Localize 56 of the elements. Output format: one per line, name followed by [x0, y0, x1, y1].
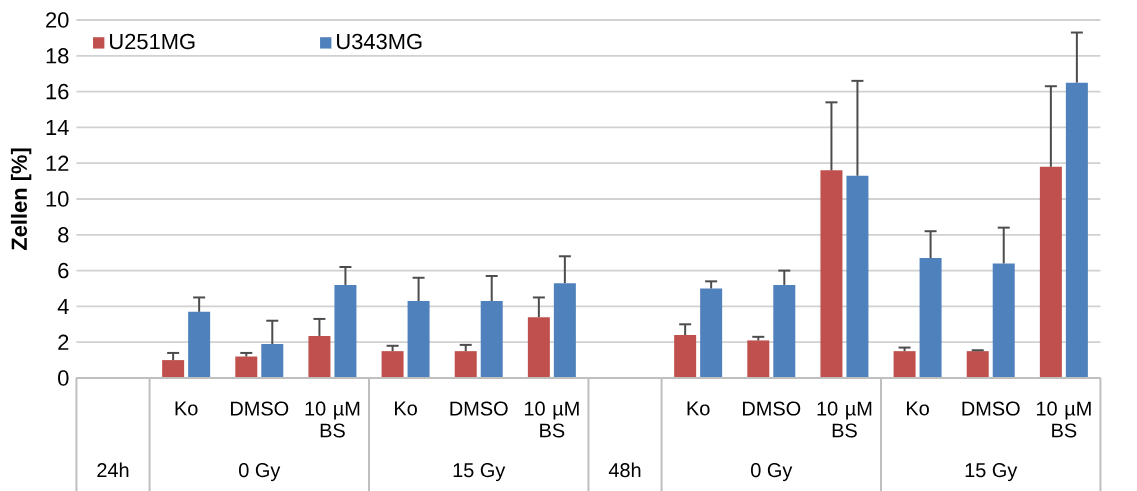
x-tick-label: Ko [395, 401, 417, 416]
legend-label: U343MG [337, 33, 422, 50]
bar [235, 356, 258, 378]
bar [773, 284, 796, 378]
text: 0 Gy [239, 463, 281, 482]
text: 0 Gy [751, 463, 793, 482]
y-tick-label: 0 [58, 370, 69, 386]
bar [1039, 166, 1062, 378]
bar [820, 170, 843, 378]
bar [407, 301, 430, 378]
bar [553, 283, 576, 378]
bar [846, 175, 869, 378]
y-axis-title: Zellen [%] [10, 148, 32, 251]
bar [992, 263, 1015, 378]
bar [480, 301, 503, 378]
bar [700, 288, 723, 378]
x-tick-label: DMSO [231, 401, 289, 416]
legend-label: U251MG [110, 33, 195, 50]
bar [162, 360, 185, 378]
bar [893, 351, 916, 378]
bar [1065, 82, 1088, 378]
y-tick-label: 14 [46, 119, 69, 135]
bar [308, 335, 331, 378]
y-tick-label: 12 [46, 155, 69, 171]
text: 48h [608, 462, 641, 478]
x-tick-label: DMSO [962, 401, 1020, 416]
x-tick-label: 10 µM BS [524, 401, 579, 438]
text: 24h [97, 462, 129, 477]
bar [527, 317, 550, 378]
bar [334, 284, 357, 378]
y-tick-label: 18 [46, 48, 69, 64]
x-tick-label: Ko [687, 401, 710, 416]
bar [381, 351, 404, 378]
bar [674, 335, 697, 378]
x-tick-label: DMSO [450, 401, 508, 416]
text: 15 Gy [453, 463, 506, 482]
bar [747, 340, 770, 378]
y-tick-label: 10 [46, 191, 69, 207]
bar [919, 258, 942, 378]
y-tick-label: 6 [58, 262, 69, 279]
y-tick-label: 20 [46, 12, 69, 28]
x-tick-label: DMSO [743, 401, 801, 416]
y-tick-label: 16 [46, 83, 69, 100]
text: 15 Gy [965, 463, 1018, 482]
x-tick-label: Ko [907, 401, 929, 416]
x-tick-label: Ko [175, 401, 198, 416]
bar [966, 351, 989, 378]
x-tick-label: 10 µM BS [305, 401, 360, 438]
bar [188, 311, 211, 378]
y-tick-label: 8 [58, 227, 69, 243]
y-tick-label: 2 [58, 334, 69, 350]
x-tick-label: 10 µM BS [817, 401, 872, 438]
x-tick-label: 10 µM BS [1036, 401, 1091, 438]
y-tick-label: 4 [57, 298, 69, 314]
bar [261, 343, 284, 378]
bar [454, 351, 477, 378]
